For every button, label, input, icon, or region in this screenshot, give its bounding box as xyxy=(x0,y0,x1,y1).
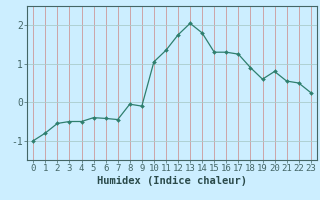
X-axis label: Humidex (Indice chaleur): Humidex (Indice chaleur) xyxy=(97,176,247,186)
